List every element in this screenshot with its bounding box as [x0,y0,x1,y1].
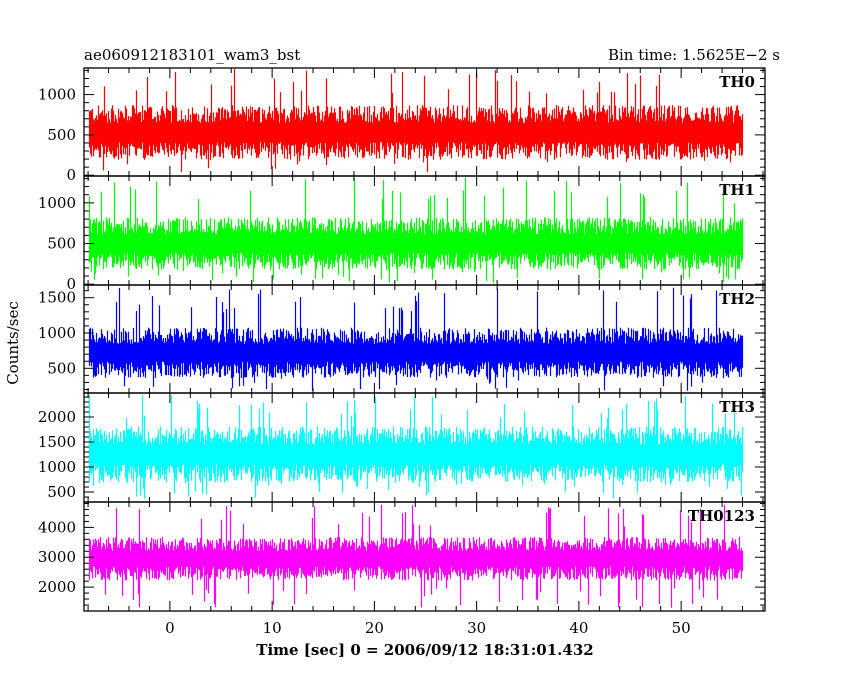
panel-th3: 500 1000 1500 2000 TH3 [38,392,766,503]
y-tick-label: 3000 [38,548,76,566]
y-tick-label: 2000 [38,578,76,596]
x-tick-label: 40 [569,619,588,637]
panel-label-th2: TH2 [719,290,755,308]
y-tick-label: 500 [47,235,76,253]
x-tick-label: 20 [365,619,384,637]
x-tick-label: 50 [672,619,691,637]
panel-label-th1: TH1 [719,181,755,199]
chart-title-right: Bin time: 1.5625E−2 s [608,46,780,64]
y-axis-label: Counts/sec [4,301,22,385]
series-th3 [88,394,744,499]
y-tick-label: 2000 [38,408,76,426]
panel-frame [83,501,766,612]
y-tick-label: 1000 [38,194,76,212]
y-tick-label: 500 [47,483,76,501]
series-th0123 [88,505,744,608]
panel-th0: 0 500 1000 TH0 [38,67,766,184]
y-tick-label: 1000 [38,324,76,342]
y-tick-label: 500 [47,359,76,377]
panel-th0123: 2000 3000 4000 TH0123 [38,501,766,612]
series-th0 [88,69,744,173]
y-tick-label: 1500 [38,289,76,307]
y-tick-label: 0 [66,166,76,184]
series-th2 [88,287,744,391]
panel-label-th3: TH3 [719,398,755,416]
y-tick-label: 4000 [38,518,76,536]
y-tick-label: 1000 [38,86,76,104]
panel-th2: 500 1000 1500 TH2 [38,284,766,394]
series-th1 [88,177,744,284]
y-tick-label: 500 [47,126,76,144]
panel-label-th0: TH0 [719,73,755,91]
x-tick-label: 30 [467,619,486,637]
y-tick-label: 0 [66,275,76,293]
x-axis-label: Time [sec] 0 = 2006/09/12 18:31:01.432 [256,641,593,659]
chart-title-left: ae060912183101_wam3_bst [84,46,300,64]
y-tick-label: 1500 [38,433,76,451]
x-tick-label: 0 [165,619,175,637]
panel-th1: 0 500 1000 TH1 [38,175,766,293]
panel-label-th0123: TH0123 [688,507,755,525]
y-tick-label: 1000 [38,458,76,476]
x-tick-label: 10 [263,619,282,637]
